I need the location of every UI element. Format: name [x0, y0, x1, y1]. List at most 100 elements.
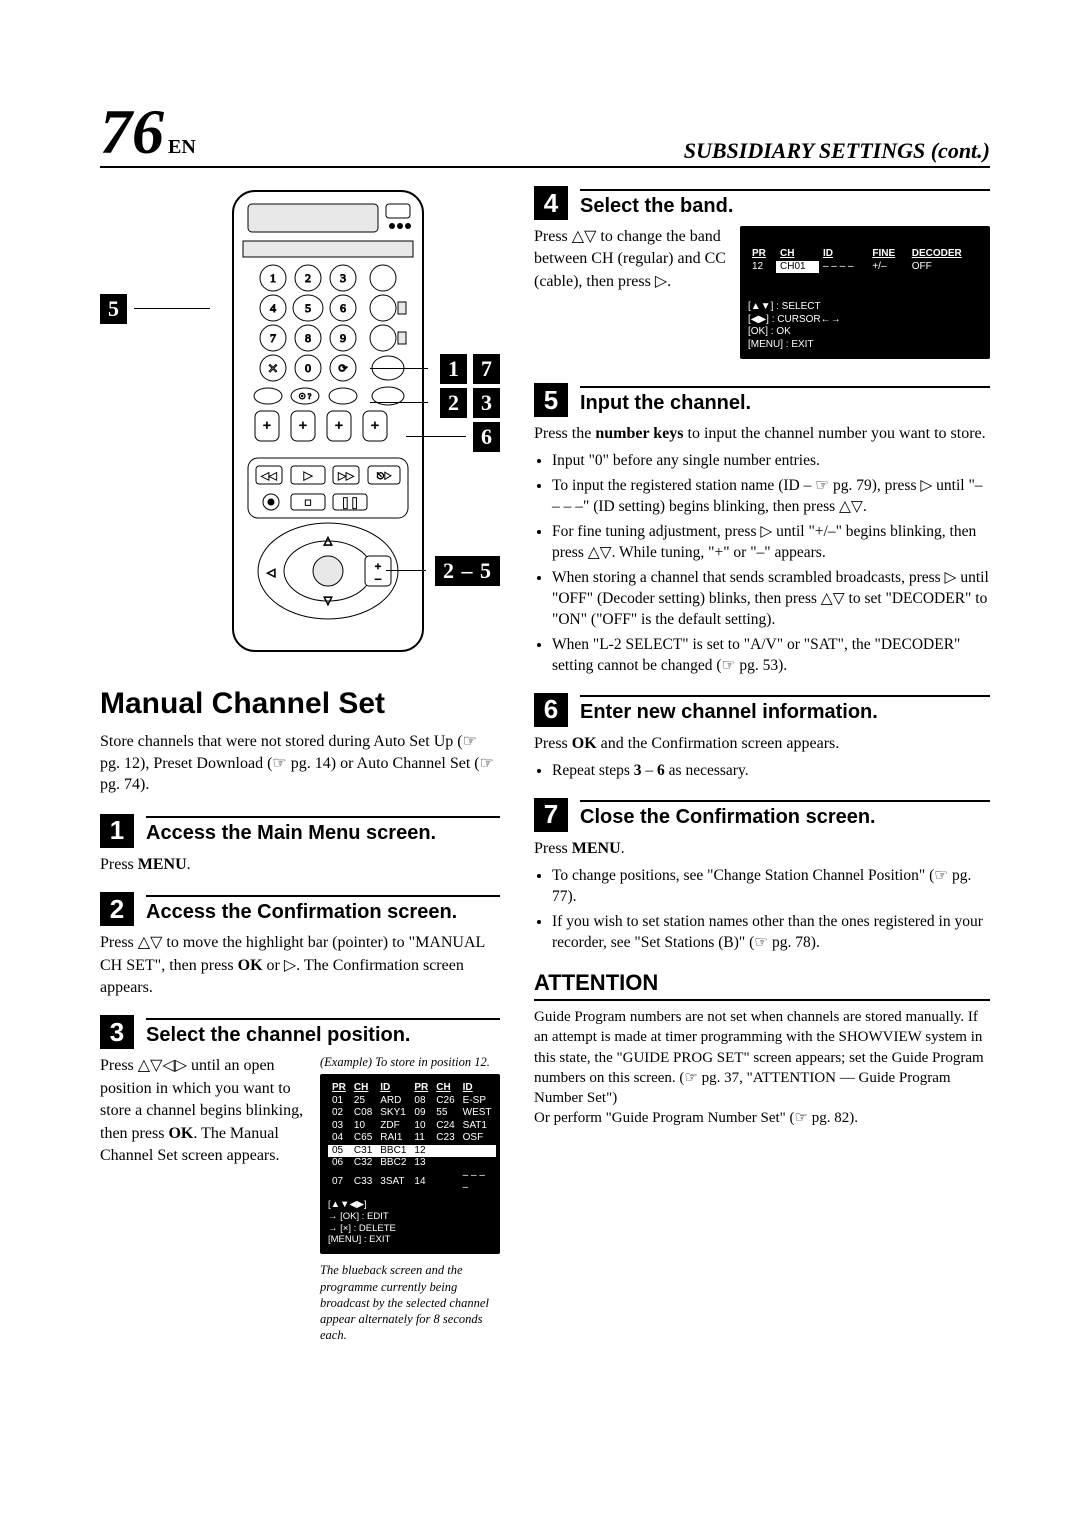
- step-1: 1 Access the Main Menu screen. Press MEN…: [100, 814, 500, 876]
- svg-text:4: 4: [270, 301, 276, 315]
- svg-text:0: 0: [305, 361, 311, 375]
- step-body: Press the number keys to input the chann…: [534, 423, 990, 677]
- callout-line: [406, 436, 466, 437]
- intro-text: Store channels that were not stored duri…: [100, 731, 500, 796]
- step-num: 2: [100, 892, 134, 926]
- step-body: Press MENU.: [100, 854, 500, 876]
- callout-line: [134, 308, 210, 309]
- step-num: 1: [100, 814, 134, 848]
- left-column: 1 2 3 4 5 6 7 8 9 ✕ 0 ⟳: [100, 186, 500, 1360]
- step-6: 6 Enter new channel information. Press O…: [534, 693, 990, 782]
- columns: 1 2 3 4 5 6 7 8 9 ✕ 0 ⟳: [100, 186, 990, 1360]
- svg-text:⟳: ⟳: [338, 363, 347, 375]
- step6-bullets: Repeat steps 3 – 6 as necessary.: [552, 761, 990, 782]
- main-heading: Manual Channel Set: [100, 687, 500, 721]
- callout-line: [386, 570, 426, 571]
- svg-text:5: 5: [305, 301, 311, 315]
- step-title: Enter new channel information.: [580, 695, 990, 724]
- callout-6: 6: [473, 422, 500, 452]
- bullet-item: When storing a channel that sends scramb…: [552, 568, 990, 631]
- svg-text:9: 9: [340, 331, 346, 345]
- intro-content: Store channels that were not stored duri…: [100, 733, 494, 793]
- step-title: Select the band.: [580, 189, 990, 218]
- svg-text:–: –: [374, 573, 381, 585]
- page-header: 76EN SUBSIDIARY SETTINGS (cont.): [100, 100, 990, 168]
- svg-text:▶: ▶: [303, 470, 312, 482]
- svg-text:+: +: [371, 419, 379, 434]
- bullet-item: For fine tuning adjustment, press ▷ unti…: [552, 522, 990, 564]
- page-number: 76EN: [100, 100, 196, 164]
- step-body: PRCHIDFINEDECODER 12CH01– – – –+/–OFF [▲…: [534, 226, 990, 367]
- step-title: Access the Confirmation screen.: [146, 895, 500, 924]
- svg-text:6: 6: [340, 301, 346, 315]
- callout-2: 2: [440, 388, 467, 418]
- manual-page: 76EN SUBSIDIARY SETTINGS (cont.) 1: [0, 0, 1080, 1527]
- remote-diagram: 1 2 3 4 5 6 7 8 9 ✕ 0 ⟳: [100, 186, 500, 661]
- callout-line: [370, 368, 428, 369]
- callout-range: 2 – 5: [435, 556, 500, 586]
- callout-1: 1: [440, 354, 467, 384]
- callout-3: 3: [473, 388, 500, 418]
- remote-svg: 1 2 3 4 5 6 7 8 9 ✕ 0 ⟳: [193, 186, 463, 656]
- step7-bullets: To change positions, see "Change Station…: [552, 866, 990, 954]
- svg-text:▽: ▽: [323, 595, 332, 607]
- callout-1-7: 1 7: [440, 354, 500, 384]
- step3-text: Press △▽◁▷ until an open position in whi…: [100, 1055, 308, 1343]
- svg-text:1: 1: [270, 271, 276, 285]
- step3-note: The blueback screen and the programme cu…: [320, 1262, 500, 1343]
- step-3: 3 Select the channel position. Press △▽◁…: [100, 1015, 500, 1343]
- band-screen: PRCHIDFINEDECODER 12CH01– – – –+/–OFF [▲…: [740, 226, 990, 359]
- step-num: 7: [534, 798, 568, 832]
- step-5: 5 Input the channel. Press the number ke…: [534, 383, 990, 677]
- bullet-item: To change positions, see "Change Station…: [552, 866, 990, 908]
- svg-text:+: +: [374, 561, 380, 573]
- step-num: 6: [534, 693, 568, 727]
- channel-list-screen: PRCHIDPRCHID0125ARD08C26E-SP02C08SKY1095…: [320, 1074, 500, 1254]
- right-column: 4 Select the band. PRCHIDFINEDECODER 12C…: [534, 186, 990, 1360]
- step-4: 4 Select the band. PRCHIDFINEDECODER 12C…: [534, 186, 990, 367]
- step-title: Access the Main Menu screen.: [146, 816, 500, 845]
- band-legend: [▲▼] : SELECT [◀▶] : CURSOR←→ [OK] : OK …: [748, 301, 982, 351]
- svg-text:+: +: [335, 419, 343, 434]
- step-num: 5: [534, 383, 568, 417]
- attention-box: ATTENTION Guide Program numbers are not …: [534, 970, 990, 1129]
- step-title: Select the channel position.: [146, 1018, 500, 1047]
- svg-text:3: 3: [340, 271, 346, 285]
- step5-bullets: Input "0" before any single number entri…: [552, 451, 990, 676]
- callout-line: [370, 402, 428, 403]
- step-body: Press OK and the Confirmation screen app…: [534, 733, 990, 782]
- svg-text:■: ■: [304, 497, 311, 509]
- svg-text:❚❚: ❚❚: [340, 497, 358, 509]
- svg-text:7: 7: [270, 331, 276, 345]
- svg-text:2: 2: [305, 271, 311, 285]
- attention-title: ATTENTION: [534, 970, 990, 1001]
- step5-intro: Press the number keys to input the chann…: [534, 423, 990, 445]
- bullet-item: To input the registered station name (ID…: [552, 476, 990, 518]
- callout-2-3: 2 3: [440, 388, 500, 418]
- svg-text:△: △: [323, 535, 332, 547]
- bullet-item: Input "0" before any single number entri…: [552, 451, 990, 472]
- svg-text:+: +: [263, 419, 271, 434]
- svg-text:◀◀: ◀◀: [261, 471, 277, 482]
- bullet-item: Repeat steps 3 – 6 as necessary.: [552, 761, 990, 782]
- bullet-item: When "L-2 SELECT" is set to "A/V" or "SA…: [552, 635, 990, 677]
- section-title: SUBSIDIARY SETTINGS (cont.): [684, 138, 990, 164]
- step4-text: Press △▽ to change the band between CH (…: [534, 228, 726, 290]
- callout-5: 5: [100, 294, 127, 324]
- step-title: Close the Confirmation screen.: [580, 800, 990, 829]
- svg-text:◁: ◁: [266, 567, 275, 579]
- step-num: 3: [100, 1015, 134, 1049]
- attention-body: Guide Program numbers are not set when c…: [534, 1007, 990, 1129]
- svg-text:▶▶: ▶▶: [338, 471, 354, 482]
- svg-text:⎋▶: ⎋▶: [376, 471, 390, 481]
- step3-side: (Example) To store in position 12. PRCHI…: [320, 1055, 500, 1343]
- svg-text:8: 8: [305, 331, 311, 345]
- step6-intro: Press OK and the Confirmation screen app…: [534, 733, 990, 755]
- screen-legend: [▲▼◀▶] → [OK] : EDIT → [×] : DELETE [MEN…: [328, 1199, 492, 1247]
- svg-text:+: +: [299, 419, 307, 434]
- step-7: 7 Close the Confirmation screen. Press M…: [534, 798, 990, 954]
- page-lang: EN: [168, 136, 196, 158]
- step-title: Input the channel.: [580, 386, 990, 415]
- bullet-item: If you wish to set station names other t…: [552, 912, 990, 954]
- step3-caption: (Example) To store in position 12.: [320, 1055, 500, 1070]
